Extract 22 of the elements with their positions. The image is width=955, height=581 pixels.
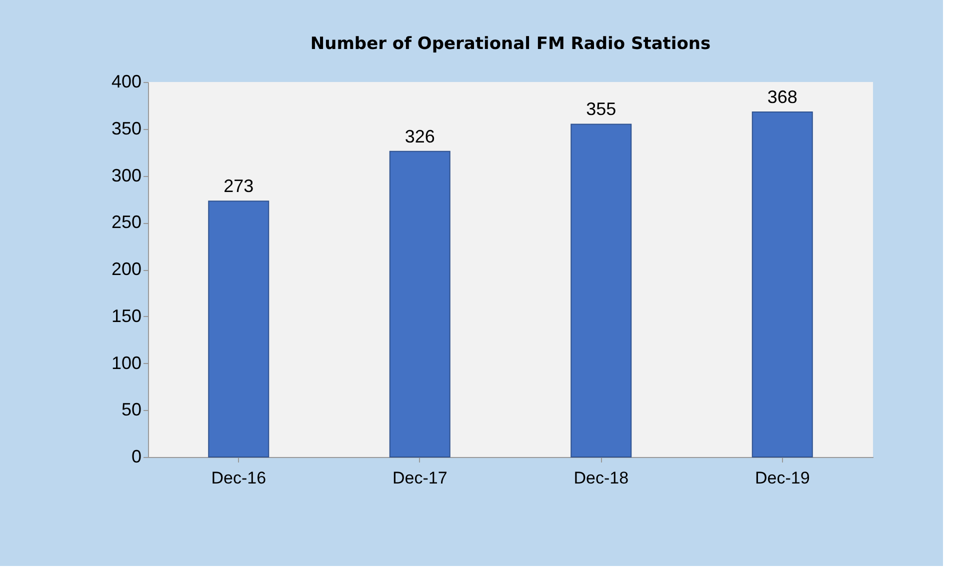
y-tick-label: 200 bbox=[111, 259, 142, 279]
y-tick-label: 300 bbox=[111, 165, 142, 186]
x-tick-label: Dec-17 bbox=[392, 468, 448, 488]
x-tick-label: Dec-19 bbox=[754, 468, 810, 488]
bar bbox=[208, 200, 270, 458]
data-label: 355 bbox=[586, 99, 616, 120]
chart-title: Number of Operational FM Radio Stations bbox=[310, 34, 711, 54]
data-label: 368 bbox=[767, 87, 798, 107]
bar bbox=[752, 112, 813, 458]
y-tick-label: 350 bbox=[111, 118, 142, 138]
y-tick-label: 250 bbox=[111, 212, 142, 232]
y-tick-label: 400 bbox=[111, 72, 142, 92]
data-label: 273 bbox=[224, 176, 254, 196]
y-tick-label: 100 bbox=[111, 352, 142, 373]
x-tick-label: Dec-18 bbox=[574, 468, 629, 488]
bar bbox=[389, 150, 450, 458]
data-label: 326 bbox=[404, 126, 435, 146]
y-tick-label: 0 bbox=[131, 446, 142, 466]
y-tick-label: 150 bbox=[111, 306, 142, 326]
bar bbox=[570, 124, 632, 458]
x-tick-label: Dec-16 bbox=[211, 468, 266, 488]
y-tick-label: 50 bbox=[121, 400, 142, 420]
